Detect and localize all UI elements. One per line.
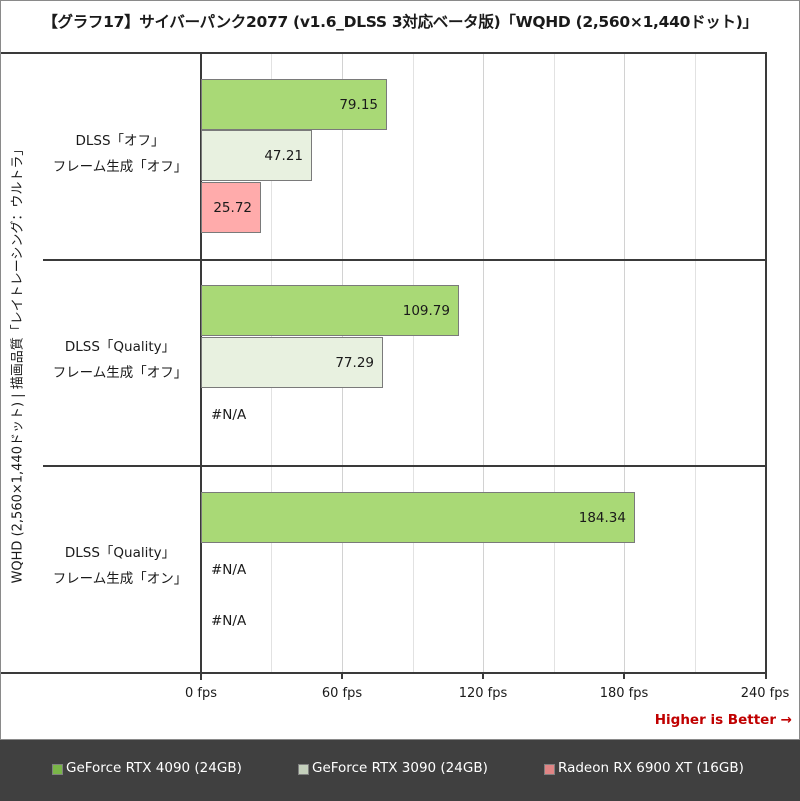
x-tick — [341, 672, 343, 679]
group-separator — [43, 465, 767, 467]
group-label-framegen: フレーム生成「オフ」 — [52, 159, 188, 175]
legend-item-rx6900xt: Radeon RX 6900 XT (16GB) — [544, 760, 744, 776]
legend-swatch-icon — [298, 764, 309, 775]
x-axis — [1, 672, 767, 674]
bar-value: 47.21 — [264, 147, 303, 164]
x-tick — [482, 672, 484, 679]
bar-value: 109.79 — [402, 302, 450, 319]
x-tick-label: 0 fps — [184, 686, 218, 701]
na-value-rtx3090: #N/A — [211, 562, 247, 578]
bar-value: 77.29 — [335, 354, 374, 371]
na-value-rx6900xt: #N/A — [211, 407, 247, 423]
y-axis-label: WQHD (2,560×1,440ドット) | 描画品質「レイトレーシング：ウル… — [10, 142, 26, 584]
na-value-rx6900xt: #N/A — [211, 613, 247, 629]
plot-border-right — [765, 52, 767, 674]
gridline-150 — [554, 54, 555, 672]
x-tick-label: 60 fps — [321, 686, 363, 701]
bar-rtx3090: 77.29 — [201, 337, 383, 388]
group-separator — [43, 259, 767, 261]
bar-rtx3090: 47.21 — [201, 130, 312, 181]
group-label: DLSS「Quality」 フレーム生成「オフ」 — [40, 334, 200, 386]
bar-rtx4090: 109.79 — [201, 285, 459, 336]
group-label: DLSS「Quality」 フレーム生成「オン」 — [40, 540, 200, 592]
group-label-dlss: DLSS「Quality」 — [64, 339, 176, 355]
plot-border-top — [1, 52, 767, 54]
group-label-dlss: DLSS「オフ」 — [75, 133, 165, 149]
gridline-90 — [413, 54, 414, 672]
legend: GeForce RTX 4090 (24GB) GeForce RTX 3090… — [0, 739, 800, 801]
legend-label: Radeon RX 6900 XT (16GB) — [558, 760, 744, 776]
bar-value: 79.15 — [339, 96, 378, 113]
group-label-dlss: DLSS「Quality」 — [64, 545, 176, 561]
bar-value: 184.34 — [578, 509, 626, 526]
group-label-framegen: フレーム生成「オン」 — [52, 571, 188, 587]
gridline-210 — [695, 54, 696, 672]
x-tick-label: 120 fps — [458, 686, 508, 701]
chart-title: 【グラフ17】サイバーパンク2077 (v1.6_DLSS 3対応ベータ版)「W… — [42, 13, 758, 31]
x-tick — [765, 672, 767, 679]
x-tick — [623, 672, 625, 679]
group-label: DLSS「オフ」 フレーム生成「オフ」 — [40, 128, 200, 180]
bar-rtx4090: 79.15 — [201, 79, 387, 130]
gridline-120 — [483, 54, 484, 672]
legend-item-rtx3090: GeForce RTX 3090 (24GB) — [298, 760, 488, 776]
legend-label: GeForce RTX 4090 (24GB) — [66, 760, 242, 776]
legend-item-rtx4090: GeForce RTX 4090 (24GB) — [52, 760, 242, 776]
bar-value: 25.72 — [213, 199, 252, 216]
group-label-framegen: フレーム生成「オフ」 — [52, 365, 188, 381]
bar-rtx4090: 184.34 — [201, 492, 635, 543]
gridline-180 — [624, 54, 625, 672]
x-tick-label: 240 fps — [740, 686, 790, 701]
x-tick-label: 180 fps — [599, 686, 649, 701]
higher-is-better-note: Higher is Better → — [654, 712, 792, 728]
legend-swatch-icon — [52, 764, 63, 775]
bar-rx6900xt: 25.72 — [201, 182, 261, 233]
legend-swatch-icon — [544, 764, 555, 775]
legend-label: GeForce RTX 3090 (24GB) — [312, 760, 488, 776]
